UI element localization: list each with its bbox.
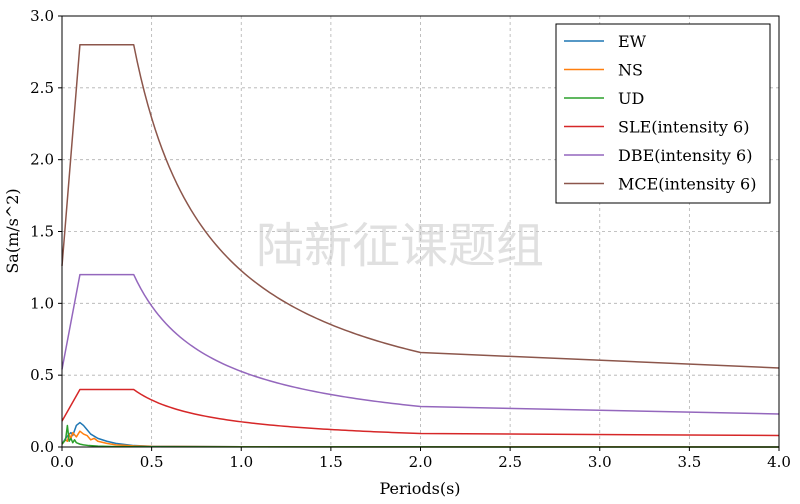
legend-label: UD [618,89,644,108]
x-tick-label: 1.0 [229,453,253,471]
y-axis-title: Sa(m/s^2) [3,188,22,273]
x-tick-label: 2.5 [498,453,522,471]
y-tick-label: 0.5 [30,366,54,384]
series-line-5 [61,273,780,415]
x-tick-label: 0.0 [50,453,74,471]
legend-box [555,23,771,204]
y-tick-label: 2.5 [30,79,54,97]
legend-label: NS [618,61,643,80]
x-tick-label: 1.5 [319,453,343,471]
watermark-text: 陆新征课题组 [256,218,544,274]
ticks: 0.0 0.5 1.0 1.5 2.0 2.5 3.0 3.5 4.0 0.0 0.5 1.0 1.5 2… [30,7,791,471]
x-tick-label: 0.5 [140,453,164,471]
series-line-4 [61,388,780,437]
legend-label: DBE(intensity 6) [618,146,752,165]
x-tick-label: 2.0 [409,453,433,471]
legend: EW NS UD SLE(intensity 6) DBE(intensity 6) MC… [555,23,771,204]
y-tick-label: 1.0 [30,294,54,312]
legend-label: SLE(intensity 6) [618,118,749,137]
x-tick-label: 3.0 [588,453,612,471]
legend-label: MCE(intensity 6) [618,175,756,194]
y-tick-label: 1.5 [30,223,54,241]
x-tick-label: 4.0 [767,453,791,471]
y-tick-label: 2.0 [30,151,54,169]
x-tick-label: 3.5 [677,453,701,471]
legend-label: EW [618,32,647,51]
y-tick-label: 0.0 [30,438,54,456]
y-tick-label: 3.0 [30,7,54,25]
series-line-6 [61,43,780,369]
x-axis-title: Periods(s) [379,479,460,498]
